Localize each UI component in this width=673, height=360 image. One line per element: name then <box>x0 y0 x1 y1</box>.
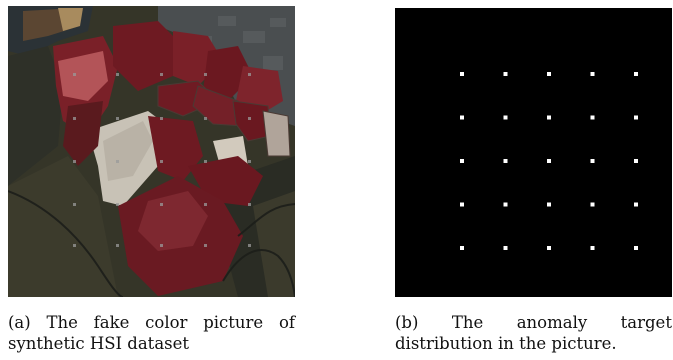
anomaly-marker-grid <box>395 8 672 297</box>
anomaly-target-marker <box>460 159 464 163</box>
anomaly-target-marker <box>634 159 638 163</box>
caption-a-line1-text: (a) The fake color picture of <box>8 313 295 332</box>
anomaly-target-marker <box>634 246 638 250</box>
anomaly-target-marker <box>503 115 508 120</box>
figure-a-caption-line-1: (a) The fake color picture of <box>8 312 295 333</box>
satellite-image-icon <box>7 6 296 298</box>
anomaly-target-marker <box>460 246 464 250</box>
figure-b-caption-line-1: (b) The anomaly target <box>395 312 672 333</box>
anomaly-target-marker <box>634 115 638 120</box>
figure-b-caption: (b) The anomaly target distribution in t… <box>395 312 672 354</box>
anomaly-target-marker <box>503 202 508 207</box>
figure-a-caption-line-2: synthetic HSI dataset <box>8 334 190 353</box>
caption-b-word-4: target <box>620 313 672 332</box>
caption-b-word-2: The <box>451 313 484 332</box>
anomaly-target-marker <box>547 246 551 250</box>
anomaly-target-marker <box>547 72 551 76</box>
figure-a-caption: (a) The fake color picture of synthetic … <box>8 312 295 354</box>
anomaly-target-marker <box>503 159 508 163</box>
anomaly-target-marker <box>590 246 595 250</box>
anomaly-target-marker <box>590 72 595 76</box>
anomaly-target-marker <box>634 72 638 76</box>
caption-b-word-1: (b) <box>395 313 419 332</box>
anomaly-target-marker <box>547 115 551 120</box>
anomaly-target-marker <box>590 115 595 120</box>
anomaly-target-marker <box>503 246 508 250</box>
anomaly-target-marker <box>460 115 464 120</box>
anomaly-target-marker <box>590 159 595 163</box>
caption-b-word-3: anomaly <box>516 313 588 332</box>
anomaly-target-marker <box>460 72 464 76</box>
anomaly-target-marker <box>634 202 638 207</box>
fake-color-hsi-image <box>7 6 296 298</box>
anomaly-target-distribution-image <box>395 8 672 297</box>
anomaly-target-marker <box>503 72 508 76</box>
anomaly-target-marker <box>590 202 595 207</box>
anomaly-target-marker <box>547 202 551 207</box>
anomaly-target-marker <box>460 202 464 207</box>
figure-b-caption-line-2: distribution in the picture. <box>395 334 617 353</box>
anomaly-target-marker <box>547 159 551 163</box>
